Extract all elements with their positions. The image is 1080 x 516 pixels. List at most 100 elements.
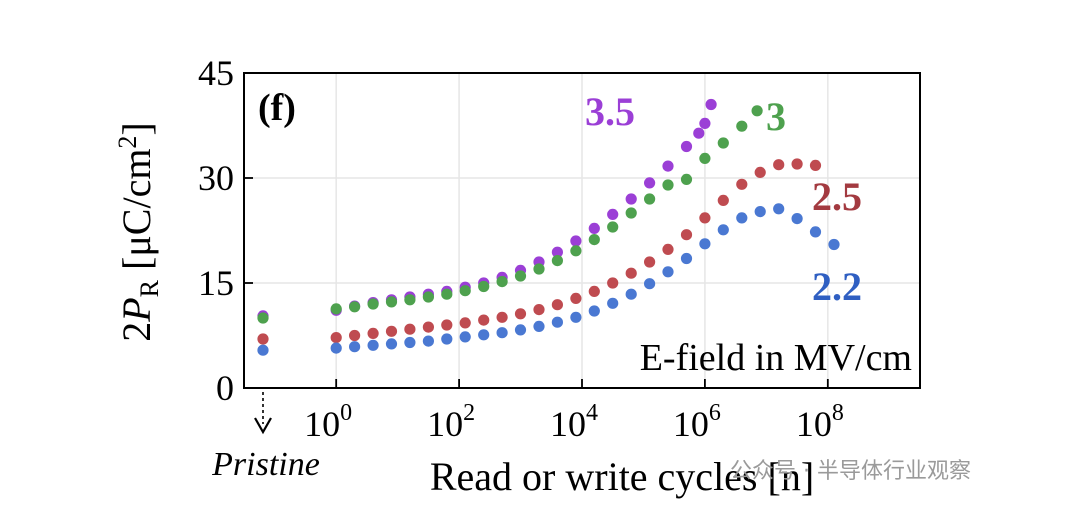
point-2.5-10: [514, 308, 527, 320]
x-tick-label-1e4: 104: [550, 400, 598, 444]
point-2.2-13: [570, 311, 582, 323]
watermark: 公众号 · 半导体行业观察: [730, 459, 971, 484]
point-2.5-22: [736, 178, 748, 190]
point-2.2-17: [644, 278, 656, 290]
y-tick-label-30: 30: [198, 158, 234, 198]
point-3-6: [441, 288, 453, 300]
y-tick-label-0: 0: [216, 368, 234, 408]
point-2.5-2: [367, 327, 379, 339]
point-2.2-4: [404, 336, 416, 349]
pristine-arrow: [254, 392, 272, 435]
point-3-23: [751, 105, 763, 117]
plot-frame: [243, 72, 921, 389]
point-3.5-22: [705, 98, 717, 111]
point-2.5-0: [330, 332, 342, 344]
point-3-22: [736, 120, 748, 132]
point-2.5-25: [791, 158, 803, 170]
panel-label: (f): [258, 87, 296, 129]
point-3-3: [385, 296, 398, 308]
point-3-7: [459, 285, 471, 297]
pristine-points: [257, 310, 269, 356]
point-3-21: [717, 137, 729, 149]
x-tick-label-1e6: 106: [673, 400, 721, 444]
x-axis-label: Read or write cycles [n]: [430, 454, 814, 499]
point-2.5-3: [385, 325, 398, 337]
point-2.5-24: [773, 159, 785, 171]
point-3-9: [496, 276, 508, 288]
point-3-20: [699, 152, 711, 164]
pristine-point-3: [257, 312, 269, 324]
point-2.5-23: [754, 166, 766, 178]
point-3-12: [551, 255, 564, 267]
point-3.5-18: [662, 160, 674, 172]
point-2.5-20: [699, 212, 711, 224]
data-points: [330, 98, 840, 354]
point-2.5-5: [422, 321, 434, 333]
point-2.2-16: [625, 288, 637, 300]
point-3-14: [588, 234, 600, 246]
series-label-3: 3: [766, 94, 786, 139]
annotation: E-field in MV/cm: [640, 337, 912, 379]
point-2.2-3: [385, 338, 398, 350]
point-3.5-21: [699, 117, 711, 129]
point-3-1: [349, 301, 361, 313]
point-2.5-9: [496, 311, 508, 323]
y-axis-label: 2PR [μC/cm2]: [113, 122, 164, 342]
point-2.5-21: [717, 194, 729, 206]
point-2.5-26: [809, 159, 822, 171]
point-3.5-14: [588, 222, 600, 234]
point-2.5-4: [404, 323, 416, 335]
y-tick-labels: 0 15 30 45: [198, 53, 234, 408]
point-2.5-12: [551, 299, 564, 311]
y-tick-label-45: 45: [198, 53, 234, 93]
point-2.2-15: [607, 297, 619, 309]
point-3-15: [607, 221, 619, 233]
point-2.2-2: [367, 339, 379, 351]
point-2.2-9: [496, 327, 508, 339]
x-tick-label-1e0: 100: [304, 400, 352, 444]
point-3.5-12: [551, 246, 564, 258]
point-3.5-13: [570, 235, 582, 247]
point-2.5-11: [533, 304, 545, 316]
point-2.5-16: [625, 267, 637, 279]
point-2.2-20: [699, 238, 711, 250]
x-tick-labels: 100 102 104 106 108: [304, 400, 844, 444]
series-label-3.5: 3.5: [585, 89, 635, 134]
point-2.2-0: [330, 342, 342, 354]
point-2.2-18: [662, 266, 674, 278]
point-2.5-17: [644, 256, 656, 268]
point-3-16: [625, 207, 637, 219]
point-3.5-19: [680, 140, 693, 153]
point-2.5-19: [680, 229, 693, 241]
point-2.2-7: [459, 331, 471, 343]
point-2.2-23: [754, 206, 766, 218]
point-2.5-8: [478, 314, 490, 326]
point-2.2-10: [514, 324, 527, 336]
point-2.2-21: [717, 224, 729, 236]
point-2.2-11: [533, 320, 545, 332]
point-3.5-17: [644, 177, 656, 189]
point-2.2-19: [680, 252, 693, 265]
point-2.2-26: [809, 226, 822, 238]
point-2.5-7: [459, 317, 471, 329]
point-2.5-15: [607, 277, 619, 289]
point-2.5-13: [570, 292, 582, 304]
point-2.2-12: [551, 316, 564, 328]
series-label-2.2: 2.2: [812, 264, 862, 309]
pristine-point-2.5: [257, 333, 269, 345]
x-tick-label-1e8: 108: [796, 400, 844, 444]
point-2.5-1: [349, 329, 361, 342]
point-2.2-22: [736, 212, 748, 224]
point-2.5-6: [441, 319, 453, 331]
point-3-0: [330, 303, 342, 315]
point-3-18: [662, 179, 674, 191]
point-2.2-25: [791, 213, 803, 225]
point-3-4: [404, 294, 416, 306]
point-2.2-6: [441, 333, 453, 345]
point-2.2-24: [773, 203, 785, 215]
y-tick-label-15: 15: [198, 263, 234, 303]
point-3-10: [514, 270, 527, 282]
point-3-11: [533, 263, 545, 275]
point-2.2-27: [828, 238, 840, 251]
